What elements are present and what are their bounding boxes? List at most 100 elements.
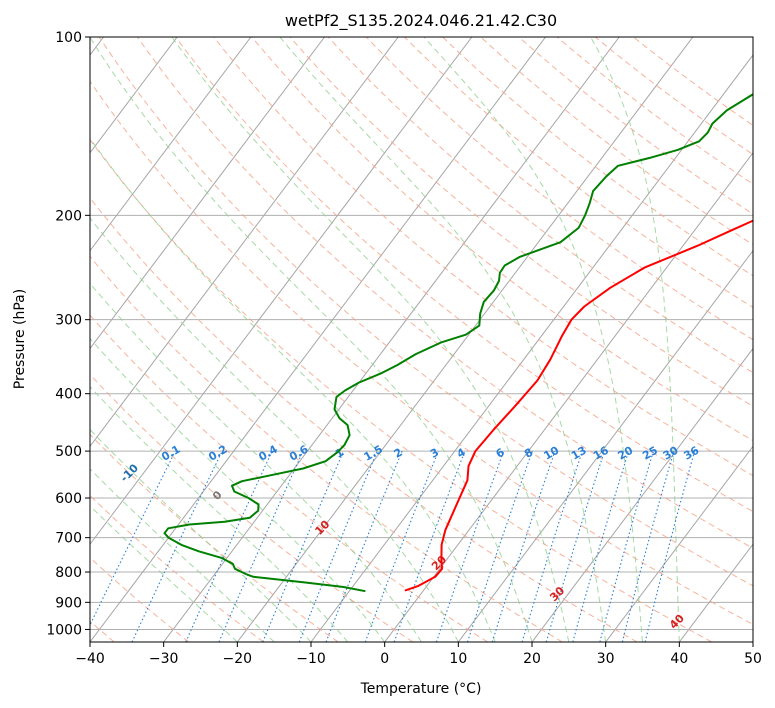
mixing-ratio-label: 6 (494, 445, 507, 460)
mixing-ratio-line (364, 450, 439, 642)
dry-adiabat-label: 20 (429, 553, 449, 573)
mixing-ratio-line (545, 450, 606, 642)
dry-adiabat (556, 37, 753, 185)
moist-adiabat (590, 37, 680, 642)
y-axis-ticks: 100 200 300 400 500 600 700 800 900 1000 (46, 30, 90, 638)
dry-adiabat (90, 494, 264, 642)
isotherm-line (236, 37, 694, 642)
mixing-ratio-label: 1.5 (362, 443, 385, 464)
x-tick-label: −10 (296, 651, 326, 667)
moist-adiabat (90, 428, 312, 642)
pressure-gridlines (90, 37, 753, 630)
mixing-ratio-line (621, 450, 675, 642)
dry-adiabat-label: 10 (312, 517, 332, 537)
plot-frame (89, 36, 754, 643)
moist-adiabat (90, 217, 459, 642)
mixing-ratio-line (262, 450, 345, 642)
y-tick-label: 500 (55, 444, 82, 460)
isotherm-line (163, 37, 620, 642)
dry-adiabat (442, 37, 753, 277)
mixing-ratio-label: 3 (428, 446, 441, 461)
x-tick-label: 50 (744, 651, 762, 667)
mixing-ratio-line (90, 450, 176, 627)
profile-series (163, 93, 753, 593)
mixing-ratio-line (599, 450, 654, 642)
mixing-ratio-line (298, 450, 378, 642)
moist-adiabat (90, 37, 533, 642)
moist-adiabat (90, 505, 238, 642)
mixing-ratio-line (435, 450, 505, 642)
mixing-ratio-label: 20 (615, 444, 635, 463)
x-tick-label: 20 (523, 651, 541, 667)
mixing-ratio-label: 8 (522, 446, 535, 461)
mixing-ratio-line (218, 450, 304, 642)
dry-adiabat (90, 197, 638, 642)
mixing-ratio-label: 0.1 (159, 443, 182, 464)
dry-adiabat (480, 37, 753, 246)
moist-adiabat (90, 337, 386, 642)
isotherm-line (90, 37, 178, 154)
y-tick-label: 100 (55, 30, 82, 46)
y-tick-label: 600 (55, 491, 82, 507)
dry-adiabat (289, 37, 753, 407)
moist-adiabat (279, 37, 607, 642)
y-tick-label: 300 (55, 313, 82, 329)
moist-adiabats (90, 37, 680, 642)
isotherm-line (384, 152, 753, 642)
chart-title: wetPf2_S135.2024.046.21.42.C30 (285, 11, 557, 31)
dry-adiabat (90, 433, 339, 642)
x-axis-label: Temperature (°C) (360, 681, 482, 697)
dry-adiabat (175, 37, 753, 513)
y-tick-label: 700 (55, 531, 82, 547)
dry-adiabat-label: 40 (667, 611, 687, 631)
mixing-ratio-label: 36 (682, 444, 702, 463)
y-tick-label: 200 (55, 208, 82, 224)
dry-adiabat (136, 37, 753, 549)
x-tick-label: 10 (449, 651, 467, 667)
mixing-ratio-line (393, 450, 466, 642)
x-axis-ticks: −40 −30 −20 −10 0 10 20 30 40 50 (75, 642, 762, 667)
mixing-ratio-line (521, 450, 583, 642)
isotherm-line (752, 641, 753, 642)
dry-adiabat (518, 37, 753, 215)
dry-adiabat-label: 0 (210, 488, 225, 503)
dry-adiabat (404, 37, 753, 309)
mixing-ratio-label: 0.4 (256, 442, 280, 463)
isotherm-line (90, 37, 546, 642)
isotherm-line (90, 37, 399, 448)
x-tick-label: 30 (597, 651, 615, 667)
y-axis-label: Pressure (hPa) (12, 289, 28, 389)
moist-adiabat (423, 37, 643, 642)
dry-adiabat (213, 37, 753, 477)
moist-adiabat (90, 468, 275, 642)
dry-adiabat (633, 37, 753, 126)
dry-adiabat (90, 255, 563, 642)
mixing-ratio-label: 4 (455, 445, 468, 460)
dry-adiabat (251, 37, 753, 442)
isotherm-line (678, 543, 753, 642)
y-tick-label: 800 (55, 565, 82, 581)
dry-adiabats (90, 37, 753, 642)
mixing-ratio-label: 2 (392, 446, 405, 461)
mixing-ratio-line (644, 450, 696, 642)
isotherm-line (457, 249, 753, 642)
plot-area: -100-90-80-70-60-50-40-30-20-10010203040… (90, 37, 753, 642)
mixing-ratio-label: 25 (640, 444, 660, 463)
isotherm-line (605, 445, 753, 642)
moist-adiabat (90, 137, 496, 642)
mixing-ratio-lines (90, 450, 696, 642)
y-tick-label: 1000 (46, 622, 82, 638)
mixing-ratio-line (325, 450, 403, 642)
mixing-ratio-label: 10 (542, 444, 562, 463)
y-tick-label: 400 (55, 387, 82, 403)
isotherm-line (90, 37, 252, 252)
isotherm-line (90, 37, 473, 546)
mixing-ratio-line (491, 450, 556, 642)
mixing-ratio-label: 0.6 (287, 442, 311, 463)
x-tick-label: −40 (75, 651, 105, 667)
y-tick-label: 900 (55, 595, 82, 611)
dry-adiabat (90, 80, 753, 625)
mixing-ratio-label: 13 (569, 444, 589, 463)
dry-adiabat (327, 37, 753, 374)
